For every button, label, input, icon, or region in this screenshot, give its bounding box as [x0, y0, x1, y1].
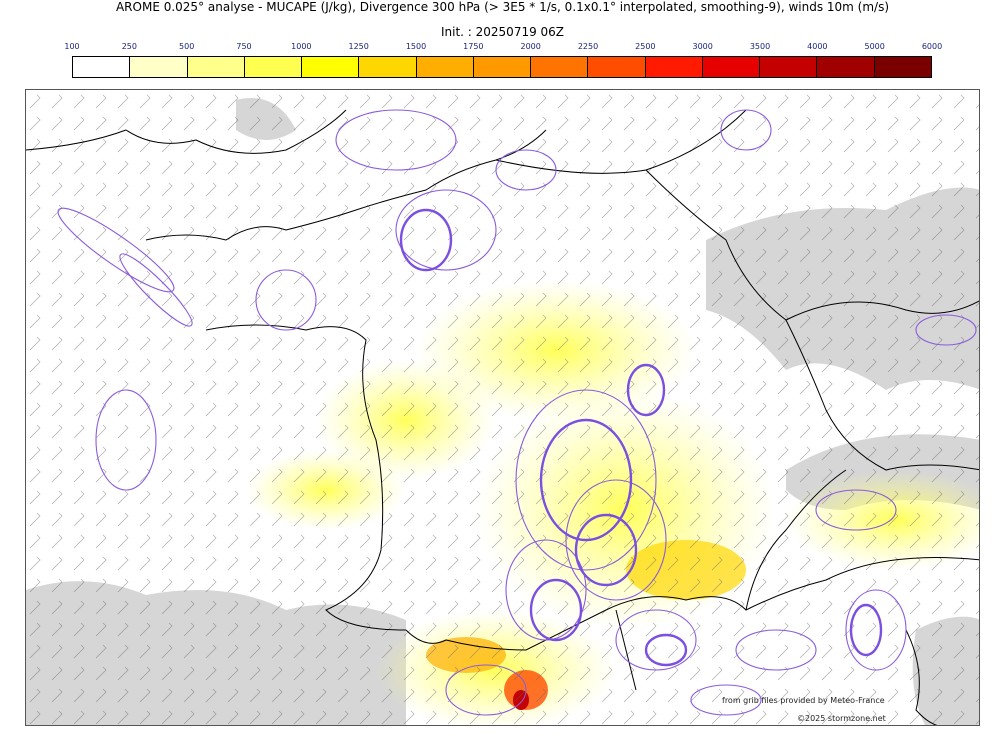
colorbar-segment: [473, 57, 532, 77]
colorbar-segment: [817, 57, 875, 77]
colorbar-tick-label: 100: [64, 42, 80, 51]
colorbar-segment: [244, 57, 303, 77]
wind-barbs: [26, 90, 979, 725]
colorbar-segment: [187, 57, 245, 77]
divergence-contours-strong: [399, 208, 883, 667]
colorbar-segment: [874, 57, 931, 77]
colorbar-tick-label: 500: [179, 42, 195, 51]
colorbar-tick-label: 1000: [291, 42, 312, 51]
colorbar-segment: [416, 57, 474, 77]
divergence-contours: [57, 109, 977, 716]
colorbar-tick-label: 4000: [807, 42, 828, 51]
colorbar-tick-label: 250: [121, 42, 137, 51]
colorbar-segment: [130, 57, 188, 77]
colorbar-tick-label: 750: [236, 42, 252, 51]
coastlines: [26, 109, 979, 725]
map-panel: [25, 89, 980, 726]
colorbar-segment: [302, 57, 360, 77]
colorbar-tick-label: 2500: [635, 42, 656, 51]
colorbar-segment: [760, 57, 818, 77]
init-time: Init. : 20250719 06Z: [440, 25, 565, 39]
colorbar-segment: [702, 57, 761, 77]
colorbar-tick-label: 1250: [348, 42, 369, 51]
colorbar-segment: [73, 57, 131, 77]
colorbar-segment: [359, 57, 417, 77]
colorbar-tick-label: 1500: [405, 42, 427, 51]
colorbar-tick-label: 2000: [520, 42, 541, 51]
colorbar-segment: [588, 57, 646, 77]
colorbar: [72, 56, 932, 78]
colorbar-tick-label: 3500: [749, 42, 771, 51]
colorbar-tick-label: 3000: [692, 42, 713, 51]
colorbar-segment: [531, 57, 589, 77]
colorbar-tick-label: 2250: [577, 42, 599, 51]
map-title: AROME 0.025° analyse - MUCAPE (J/kg), Di…: [115, 0, 890, 14]
map-canvas: [26, 90, 979, 725]
colorbar-segment: [645, 57, 703, 77]
colorbar-tick-label: 1750: [463, 42, 484, 51]
colorbar-tick-label: 5000: [864, 42, 885, 51]
copyright-credit: ©2025 stormzone.net: [797, 714, 886, 723]
source-credit: from grib files provided by Meteo-France: [722, 696, 885, 705]
colorbar-tick-label: 6000: [921, 42, 943, 51]
